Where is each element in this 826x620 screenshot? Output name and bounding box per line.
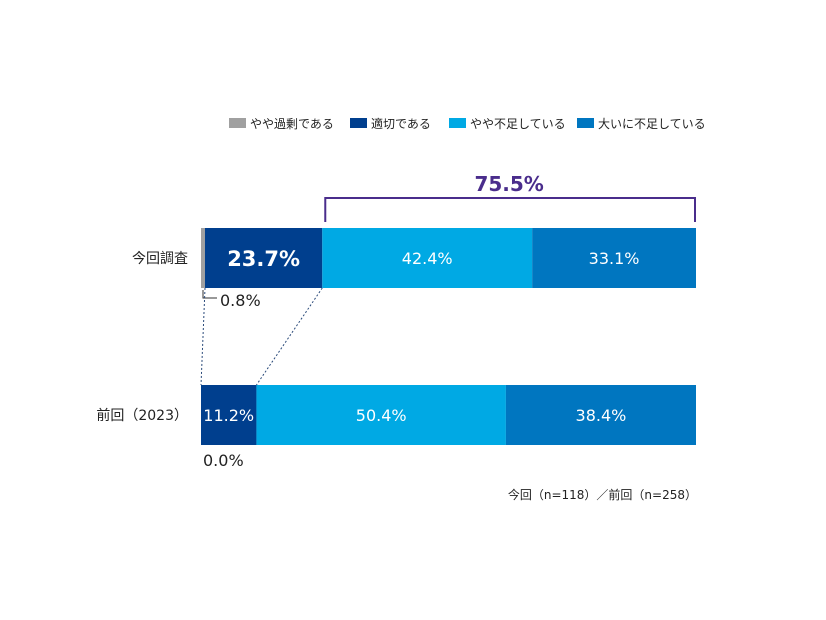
data-label: 42.4% bbox=[402, 249, 453, 268]
annotation-label: 75.5% bbox=[474, 172, 543, 196]
bar-segment bbox=[204, 228, 323, 288]
connector-line bbox=[200, 287, 206, 386]
data-label: 11.2% bbox=[203, 406, 254, 425]
bar-segment bbox=[322, 228, 533, 288]
connector-line bbox=[256, 287, 323, 386]
bar-segment bbox=[201, 228, 205, 288]
category-label: 今回調査 bbox=[132, 251, 188, 267]
bracket bbox=[324, 197, 696, 222]
data-label: 33.1% bbox=[589, 249, 640, 268]
legend-label: やや不足している bbox=[470, 117, 566, 131]
data-label: 0.8% bbox=[220, 291, 261, 310]
bar-segment bbox=[505, 385, 696, 445]
bar-segment bbox=[256, 385, 506, 445]
legend-swatch bbox=[577, 118, 594, 128]
legend-swatch bbox=[229, 118, 246, 128]
data-label: 0.0% bbox=[203, 451, 244, 470]
legend-label: やや過剰である bbox=[250, 117, 334, 131]
legend-label: 適切である bbox=[371, 116, 431, 131]
bar-segment bbox=[532, 228, 696, 288]
leader-line bbox=[202, 290, 217, 299]
legend-swatch bbox=[449, 118, 466, 128]
legend-swatch bbox=[350, 118, 367, 128]
data-label: 38.4% bbox=[576, 406, 627, 425]
category-label: 前回（2023） bbox=[96, 407, 188, 424]
legend-label: 大いに不足している bbox=[598, 117, 706, 131]
data-label: 23.7% bbox=[227, 247, 300, 271]
data-label: 50.4% bbox=[356, 406, 407, 425]
sample-note: 今回（n=118）／前回（n=258） bbox=[508, 487, 697, 502]
bar-segment bbox=[201, 385, 257, 445]
